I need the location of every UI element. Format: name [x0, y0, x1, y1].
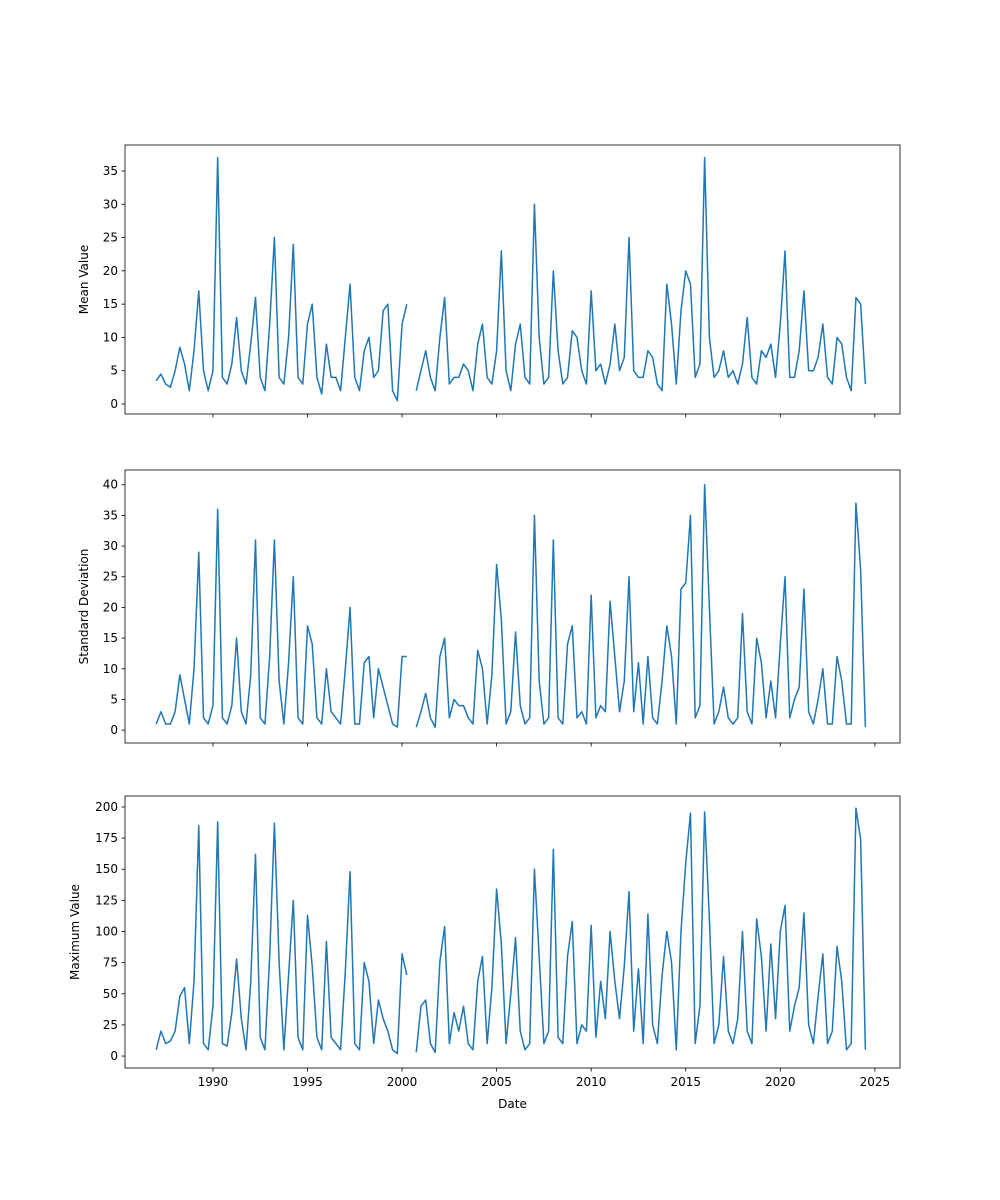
axes-frame [124, 144, 901, 415]
plot-area [155, 483, 867, 728]
y-axis-label: Standard Deviation [77, 549, 91, 665]
y-axis-label: Maximum Value [68, 884, 82, 980]
y-tick-label: 150 [95, 862, 118, 876]
y-tick-label: 100 [95, 925, 118, 939]
y-tick-label: 20 [103, 600, 118, 614]
x-axis-label: Date [498, 1097, 527, 1111]
x-tick-label: 1995 [292, 1075, 323, 1089]
y-tick-label: 5 [110, 692, 118, 706]
y-tick-label: 15 [103, 297, 118, 311]
y-tick-label: 10 [103, 662, 118, 676]
y-tick-label: 25 [103, 1018, 118, 1032]
x-tick-label: 2015 [670, 1075, 701, 1089]
y-tick-label: 40 [103, 478, 118, 492]
x-tick-label: 2000 [387, 1075, 418, 1089]
y-tick-label: 25 [103, 570, 118, 584]
y-tick-label: 15 [103, 631, 118, 645]
data-line [155, 156, 867, 402]
y-tick-label: 200 [95, 800, 118, 814]
y-tick-label: 0 [110, 1049, 118, 1063]
y-tick-label: 10 [103, 330, 118, 344]
x-tick-label: 2025 [860, 1075, 891, 1089]
y-axis-label: Mean Value [77, 245, 91, 314]
data-line [155, 807, 867, 1055]
y-tick-label: 5 [110, 364, 118, 378]
y-tick-label: 35 [103, 164, 118, 178]
subplot: 0 25 50 75 100 125 150 175 200 1990 1995 2000 2005 20… [68, 795, 901, 1111]
subplot: 0 5 10 15 20 25 30 35 Mean Value [77, 144, 901, 418]
axes-frame [124, 469, 901, 744]
y-tick-label: 175 [95, 831, 118, 845]
x-tick-label: 2020 [765, 1075, 796, 1089]
y-tick-label: 20 [103, 264, 118, 278]
y-tick-label: 0 [110, 397, 118, 411]
data-line [155, 483, 867, 728]
y-tick-label: 30 [103, 197, 118, 211]
y-tick-label: 0 [110, 723, 118, 737]
x-tick-label: 2010 [576, 1075, 607, 1089]
plot-area [155, 807, 867, 1055]
y-tick-label: 30 [103, 539, 118, 553]
y-tick-label: 25 [103, 231, 118, 245]
subplot: 0 5 10 15 20 25 30 35 40 Standard Deviation [77, 469, 901, 747]
y-tick-label: 75 [103, 956, 118, 970]
plot-area [155, 156, 867, 402]
y-tick-label: 125 [95, 893, 118, 907]
y-tick-label: 35 [103, 508, 118, 522]
x-tick-label: 2005 [481, 1075, 512, 1089]
y-tick-label: 50 [103, 987, 118, 1001]
x-tick-label: 1990 [198, 1075, 229, 1089]
axes-frame [124, 795, 901, 1069]
